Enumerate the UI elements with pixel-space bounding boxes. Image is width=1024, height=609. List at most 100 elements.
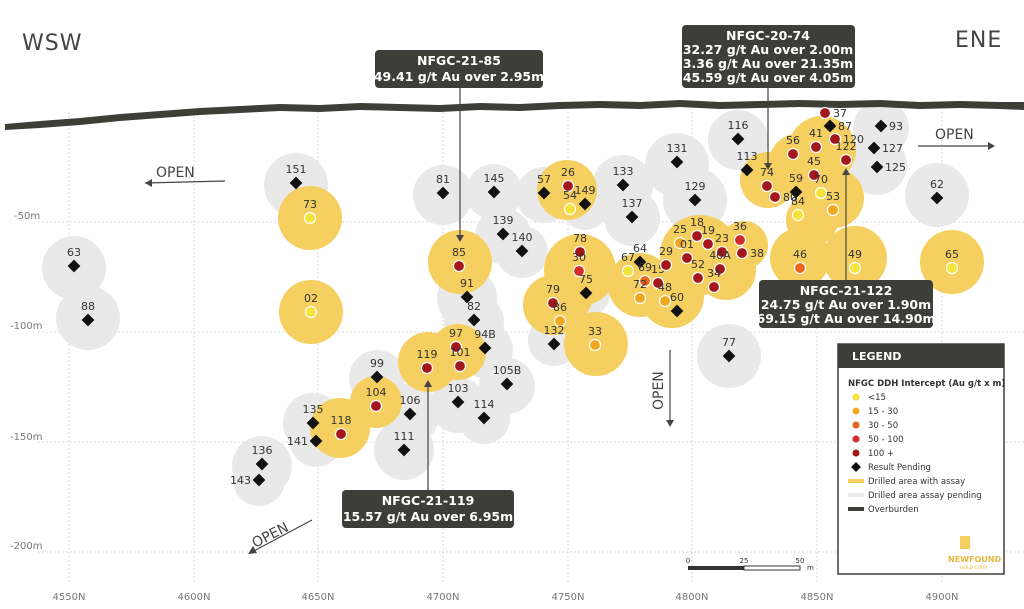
svg-text:NFGC-20-74: NFGC-20-74 [726,28,810,43]
drill-hole-125: 125 [870,160,906,174]
intercept-dot [573,245,587,259]
svg-text:24.75 g/t Au over 1.90m: 24.75 g/t Au over 1.90m [761,297,931,312]
intercept-dot [690,229,704,243]
hole-label: 84 [791,195,805,208]
legend-item: 15 - 30 [852,407,898,417]
intercept-dot [691,271,705,285]
svg-text:OPEN: OPEN [935,127,974,143]
legend-item: Drilled area assay pending [848,491,982,501]
intercept-dot [839,153,853,167]
drill-hole-79: 79 [546,283,560,310]
pending-diamond-icon [306,416,320,430]
intercept-dot [633,291,647,305]
drill-hole-139: 139 [493,214,514,241]
drill-hole-101: 101 [450,346,471,373]
callout-nfgc-21-122: NFGC-21-122 24.75 g/t Au over 1.90m 69.1… [757,168,935,328]
hole-label: 19 [701,224,715,237]
drill-hole-29: 29 [659,245,673,272]
legend-title: LEGEND [852,350,901,363]
pending-diamond-icon [500,377,514,391]
intercept-dot [561,179,575,193]
hole-label: 74 [760,166,774,179]
svg-text:45.59 g/t Au over 4.05m: 45.59 g/t Au over 4.05m [683,70,853,85]
hole-label: 34 [707,267,721,280]
hole-label: 99 [370,357,384,370]
intercept-dot [638,274,652,288]
intercept-dot [715,245,729,259]
hole-label: 60 [670,291,684,304]
drill-hole-151: 151 [286,163,307,190]
legend-label: 100 + [868,449,894,459]
hole-label: 136 [252,444,273,457]
hole-label: 46 [793,248,807,261]
drill-hole-73: 73 [303,198,317,225]
hole-label: 18 [690,216,704,229]
intercept-dot [680,251,694,265]
legend-diamond-icon [851,462,861,472]
easting-label: 4900N [926,592,959,603]
intercept-dot [848,261,862,275]
intercept-dot [814,186,828,200]
hole-label: 64 [633,242,647,255]
drill-hole-143: 143 [230,473,266,487]
hole-label: 119 [417,348,438,361]
intercept-dot [793,261,807,275]
hole-label: 48 [658,281,672,294]
drill-hole-54: 54 [563,189,577,216]
intercept-dot [735,246,749,260]
easting-label: 4700N [427,592,460,603]
drill-hole-56: 56 [786,134,800,161]
drill-hole-02: 02 [304,292,318,319]
hole-label: 132 [544,324,565,337]
hole-label: 129 [685,180,706,193]
drill-hole-23: 23 [715,232,729,259]
hole-label: 38 [750,247,764,260]
hole-label: 118 [331,414,352,427]
intercept-dot [452,259,466,273]
hole-label: 41 [809,127,823,140]
drill-hole-99: 99 [370,357,384,384]
open-arrow-east: OPEN [918,127,995,150]
intercept-dot [588,338,602,352]
drill-hole-78: 78 [573,232,587,259]
hole-label: 131 [667,142,688,155]
pending-diamond-icon [397,443,411,457]
company-logo-icon [960,536,970,549]
easting-label: 4650N [302,592,335,603]
intercept-dot [707,280,721,294]
intercept-dot [563,202,577,216]
hole-label: 94B [474,328,496,341]
hole-label: 120 [843,133,864,146]
callout-nfgc-20-74: NFGC-20-74 32.27 g/t Au over 2.00m 3.36 … [682,25,855,170]
svg-text:50: 50 [796,557,805,565]
logo-subtext: GOLD CORP [960,565,987,571]
open-arrow-west: OPEN [144,165,226,187]
hole-label: 01 [680,238,694,251]
drill-hole-45: 45 [807,155,821,182]
intercept-dot [651,276,665,290]
hole-label: 105B [493,364,522,377]
intercept-dot [658,294,672,308]
hole-label: 02 [304,292,318,305]
hole-label: 88 [81,300,95,313]
drill-hole-72: 72 [633,278,647,305]
intercept-dot [453,359,467,373]
intercept-dot [826,203,840,217]
hole-label: 137 [622,197,643,210]
intercept-dot [420,361,434,375]
hole-label: 116 [728,119,749,132]
depth-label-150: -150m [10,432,42,443]
pending-diamond-icon [255,457,269,471]
drill-hole-53: 53 [826,190,840,217]
drill-hole-46: 46 [793,248,807,275]
intercept-dot [828,132,842,146]
assay-zone [823,226,887,290]
legend-label: <15 [868,393,886,403]
legend-label: 50 - 100 [868,435,904,445]
drill-hole-145: 145 [484,172,505,199]
hole-label: 30 [572,251,586,264]
drill-hole-136: 136 [252,444,273,471]
drill-hole-86: 86 [553,301,567,328]
drill-hole-84: 84 [791,195,805,222]
